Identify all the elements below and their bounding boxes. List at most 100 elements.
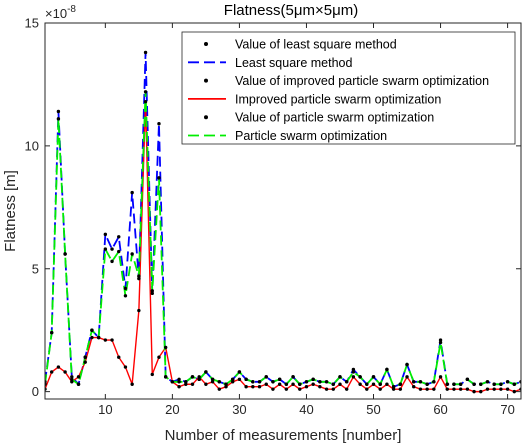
x-tick-label-2: 30 <box>232 402 246 417</box>
data-point-s2-71 <box>512 382 516 386</box>
data-point-s2-46 <box>344 380 349 384</box>
data-point-s2-60 <box>438 340 443 345</box>
data-point-s2-63 <box>458 382 463 386</box>
data-point-s1-27 <box>217 387 222 391</box>
data-point-s2-32 <box>251 380 255 384</box>
data-point-s1-5 <box>70 380 74 384</box>
data-point-s2-45 <box>338 375 342 379</box>
data-point-s1-38 <box>291 382 295 386</box>
data-point-s2-53 <box>391 385 396 389</box>
legend-marker-4 <box>204 115 208 120</box>
legend-label-1: Least square method <box>235 56 352 70</box>
data-point-s0-13 <box>123 286 128 291</box>
data-point-s1-70 <box>505 387 510 391</box>
data-point-s1-4 <box>63 370 67 374</box>
data-point-s2-35 <box>271 380 275 384</box>
data-point-s2-42 <box>318 380 322 384</box>
data-point-s0-15 <box>137 276 141 281</box>
data-point-s2-25 <box>204 370 208 374</box>
data-point-s1-6 <box>76 375 81 379</box>
data-point-s2-68 <box>492 382 496 386</box>
data-point-s1-34 <box>264 382 268 386</box>
legend-label-0: Value of least square method <box>235 38 397 52</box>
y-exponent-base: ×10 <box>45 6 67 21</box>
data-point-s1-26 <box>210 380 215 384</box>
data-point-s2-4 <box>63 252 67 256</box>
data-point-s2-33 <box>257 380 262 384</box>
data-point-s2-11 <box>110 259 114 264</box>
x-tick-label-6: 70 <box>500 402 514 417</box>
x-tick-label-0: 10 <box>98 402 112 417</box>
data-point-s2-39 <box>298 382 302 386</box>
data-point-s1-63 <box>458 387 463 391</box>
data-point-s2-19 <box>163 375 168 379</box>
x-axis-title: Number of measurements [number] <box>165 427 402 444</box>
data-point-s1-29 <box>231 380 235 384</box>
data-point-s2-17 <box>150 289 154 293</box>
data-point-s2-14 <box>130 252 134 256</box>
data-point-s1-51 <box>378 387 382 391</box>
data-point-s0-18 <box>157 122 161 126</box>
data-point-s1-8 <box>90 335 94 340</box>
x-tick-label-5: 60 <box>433 402 447 417</box>
legend-label-2: Value of improved particle swarm optimiz… <box>235 74 489 88</box>
data-point-s1-53 <box>391 387 396 391</box>
data-point-s2-56 <box>412 380 416 384</box>
x-axis: 10 20 30 40 50 60 70 <box>98 23 515 417</box>
data-point-s1-60 <box>438 375 443 379</box>
data-point-s2-70 <box>505 380 510 384</box>
legend-box <box>181 31 516 145</box>
data-point-s1-54 <box>398 387 403 391</box>
data-point-s2-59 <box>432 380 436 384</box>
data-point-s2-55 <box>405 362 409 367</box>
data-point-s2-43 <box>324 380 329 384</box>
data-point-s1-25 <box>204 382 208 386</box>
legend-label-4: Value of particle swarm optimization <box>235 111 434 125</box>
data-point-s1-35 <box>271 387 275 391</box>
data-point-s0-3 <box>56 109 61 114</box>
data-point-s1-12 <box>117 355 121 359</box>
data-point-s1-59 <box>432 387 436 391</box>
data-point-s2-2 <box>50 330 54 335</box>
data-point-s2-3 <box>56 117 61 121</box>
y-tick-label-3: 15 <box>25 16 39 31</box>
data-point-s2-28 <box>224 382 228 386</box>
data-point-s2-10 <box>103 247 108 251</box>
data-point-s2-61 <box>445 382 449 386</box>
data-point-s1-69 <box>499 387 503 391</box>
data-point-s2-52 <box>385 367 389 372</box>
data-point-s2-29 <box>231 377 235 382</box>
data-point-s2-31 <box>244 377 248 382</box>
data-point-s1-32 <box>251 385 255 389</box>
data-point-s1-61 <box>445 387 449 391</box>
data-point-s1-22 <box>184 382 188 386</box>
data-point-s2-7 <box>83 355 87 359</box>
data-point-s1-16 <box>143 99 148 104</box>
data-point-s1-56 <box>412 385 416 389</box>
data-point-s2-8 <box>90 328 94 332</box>
data-point-s2-6 <box>76 382 81 386</box>
y-tick-label-1: 5 <box>32 261 39 276</box>
data-point-s2-20 <box>170 380 175 384</box>
data-point-s0-14 <box>130 190 134 195</box>
data-point-s1-49 <box>365 387 369 391</box>
data-point-s1-31 <box>244 385 248 389</box>
data-point-s0-17 <box>150 291 154 296</box>
data-point-s1-17 <box>150 372 154 377</box>
plot-area <box>45 50 521 394</box>
data-point-s2-21 <box>177 380 181 384</box>
data-point-s2-51 <box>378 382 382 386</box>
y-exponent-power: -8 <box>67 4 76 15</box>
data-point-s2-38 <box>291 375 295 379</box>
data-point-s2-64 <box>465 377 470 382</box>
y-tick-label-0: 0 <box>32 384 39 399</box>
y-tick-label-2: 10 <box>25 138 39 153</box>
data-point-s1-2 <box>50 370 54 374</box>
data-point-s1-37 <box>284 387 289 391</box>
data-point-s1-36 <box>277 382 282 386</box>
data-point-s2-12 <box>117 249 121 254</box>
data-point-s1-48 <box>358 382 362 386</box>
data-point-s0-11 <box>110 247 114 251</box>
data-point-s2-49 <box>365 382 369 386</box>
data-point-s2-26 <box>210 377 215 382</box>
